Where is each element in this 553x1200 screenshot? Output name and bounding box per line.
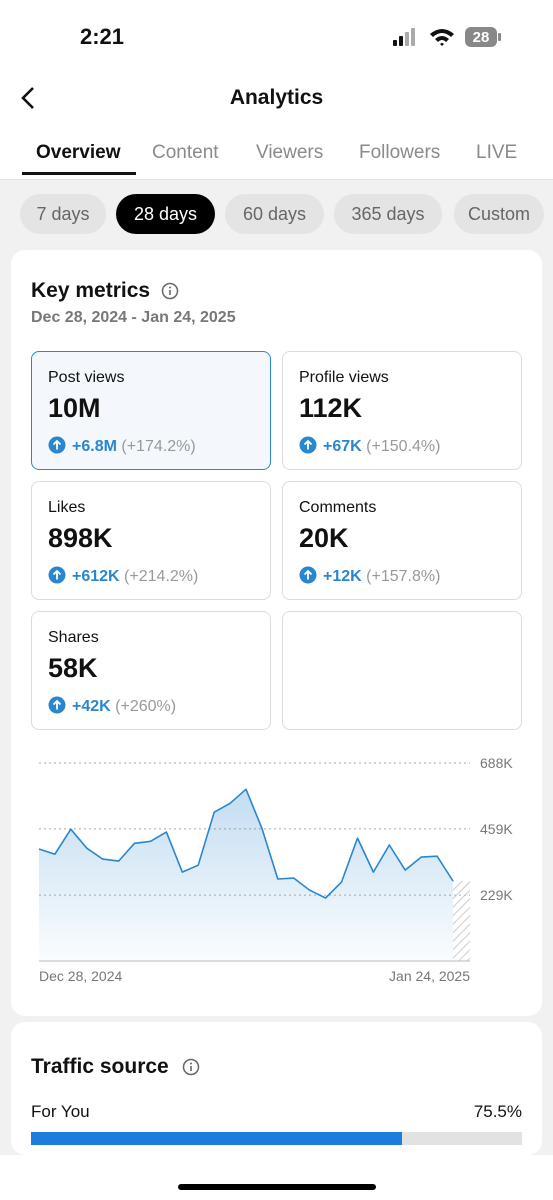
y-tick-label: 688K: [480, 755, 513, 771]
metric-change-pct: (+174.2%): [121, 438, 196, 455]
pending-data-hatch: [453, 880, 470, 961]
source-value: 75.5%: [473, 1102, 522, 1121]
back-button[interactable]: [18, 86, 40, 110]
metric-label: Likes: [48, 499, 86, 516]
metric-card[interactable]: Post views 10M +6.8M (+174.2%): [31, 351, 271, 470]
metric-card[interactable]: Comments 20K +12K (+157.8%): [282, 481, 522, 600]
up-arrow-icon: [299, 566, 317, 584]
metric-label: Post views: [48, 369, 125, 386]
metric-label: Profile views: [299, 369, 389, 386]
traffic-card: Traffic source For You 75.5%: [11, 1022, 542, 1155]
period-pill[interactable]: 7 days: [20, 194, 106, 234]
metric-label: Comments: [299, 499, 377, 516]
status-icons: 28: [393, 27, 501, 47]
metric-card[interactable]: Profile views 112K +67K (+150.4%): [282, 351, 522, 470]
metric-change: +6.8M (+174.2%): [48, 436, 196, 456]
active-tab-underline: [22, 172, 136, 175]
status-time: 2:21: [80, 24, 125, 49]
x-tick-label: Dec 28, 2024: [39, 968, 122, 984]
tab[interactable]: Content: [152, 142, 219, 163]
metric-value: 898K: [48, 523, 113, 553]
metric-change-value: +12K: [323, 568, 362, 585]
metric-change-pct: (+214.2%): [124, 568, 199, 585]
x-tick-label: Jan 24, 2025: [389, 968, 470, 984]
metric-change: +42K (+260%): [48, 696, 176, 716]
y-tick-label: 229K: [480, 887, 513, 903]
battery-level: 28: [473, 29, 490, 46]
metric-change: +12K (+157.8%): [299, 566, 440, 586]
tab[interactable]: LIVE: [476, 142, 518, 163]
metric-change-value: +42K: [72, 698, 111, 715]
metric-label: Shares: [48, 629, 99, 646]
metric-change-value: +67K: [323, 438, 362, 455]
source-track: [31, 1132, 522, 1145]
metric-value: 112K: [299, 393, 363, 423]
metric-change: +612K (+214.2%): [48, 566, 198, 586]
up-arrow-icon: [48, 566, 66, 584]
tab[interactable]: Followers: [359, 142, 441, 163]
metric-change-pct: (+157.8%): [366, 568, 441, 585]
period-pill[interactable]: 28 days: [116, 194, 215, 234]
period-pill[interactable]: 60 days: [225, 194, 324, 234]
metric-card[interactable]: Shares 58K +42K (+260%): [31, 611, 271, 730]
info-icon[interactable]: [181, 1057, 201, 1077]
home-indicator: [178, 1184, 376, 1190]
metric-value: 10M: [48, 393, 101, 423]
metric-change-value: +6.8M: [72, 438, 117, 455]
page-title: Analytics: [229, 86, 324, 109]
tab[interactable]: Viewers: [256, 142, 324, 163]
metric-value: 20K: [299, 523, 349, 553]
source-label: For You: [31, 1102, 90, 1121]
period-pill[interactable]: 365 days: [334, 194, 442, 234]
top-bar: 2:21 28 Analytics Overview Content Viewers…: [0, 0, 553, 180]
metric-change-value: +612K: [72, 568, 120, 585]
up-arrow-icon: [299, 436, 317, 454]
metric-change-pct: (+150.4%): [366, 438, 441, 455]
metric-value: 58K: [48, 653, 98, 683]
chart: 229K 459K 688K Dec 28, 2024 Jan 24, 2025: [38, 755, 513, 984]
metric-change-pct: (+260%): [115, 698, 177, 715]
tab[interactable]: Overview: [36, 142, 121, 163]
info-icon[interactable]: [160, 281, 180, 301]
metric-change: +67K (+150.4%): [299, 436, 440, 456]
section-title: Traffic source: [31, 1055, 169, 1078]
line: [38, 788, 454, 899]
up-arrow-icon: [48, 436, 66, 454]
period-pill[interactable]: Custom: [454, 194, 544, 234]
section-title: Key metrics: [31, 279, 151, 302]
bottom-area: [0, 1155, 553, 1200]
metric-card: [282, 611, 522, 730]
metric-card[interactable]: Likes 898K +612K (+214.2%): [31, 481, 271, 600]
y-tick-label: 459K: [480, 821, 513, 837]
source-bar: [31, 1132, 402, 1145]
date-range: Dec 28, 2024 - Jan 24, 2025: [31, 309, 236, 326]
up-arrow-icon: [48, 696, 66, 714]
area: [39, 789, 453, 961]
